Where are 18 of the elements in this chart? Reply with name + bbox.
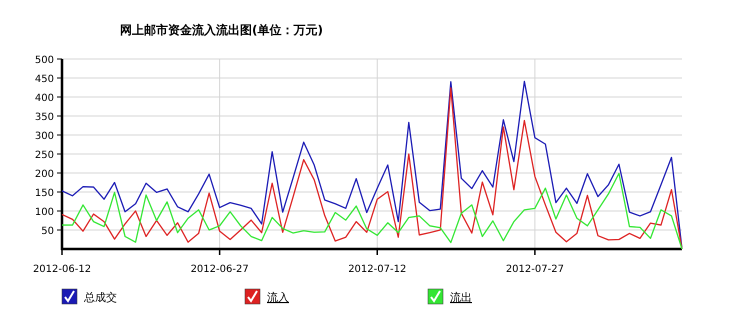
legend-label: 流入: [267, 291, 289, 304]
y-tick-label: 100: [34, 207, 54, 218]
x-tick-label: 2012-06-27: [190, 264, 249, 275]
x-tick-label: 2012-06-12: [32, 264, 92, 275]
y-tick-label: 150: [34, 188, 54, 199]
x-tick-label: 2012-07-27: [506, 264, 564, 275]
chart-title: 网上邮市资金流入流出图(单位：万元): [120, 23, 323, 37]
y-tick-label: 50: [41, 226, 54, 237]
y-tick-label: 450: [34, 74, 54, 85]
y-tick-label: 200: [34, 169, 54, 180]
y-tick-label: 300: [34, 131, 54, 142]
legend-label: 总成交: [83, 291, 117, 304]
y-tick-label: 350: [34, 112, 54, 123]
legend-label: 流出: [450, 291, 472, 304]
y-tick-label: 250: [34, 150, 54, 161]
y-tick-label: 400: [34, 93, 54, 104]
x-tick-label: 2012-07-12: [348, 264, 406, 275]
y-tick-label: 500: [34, 55, 54, 66]
